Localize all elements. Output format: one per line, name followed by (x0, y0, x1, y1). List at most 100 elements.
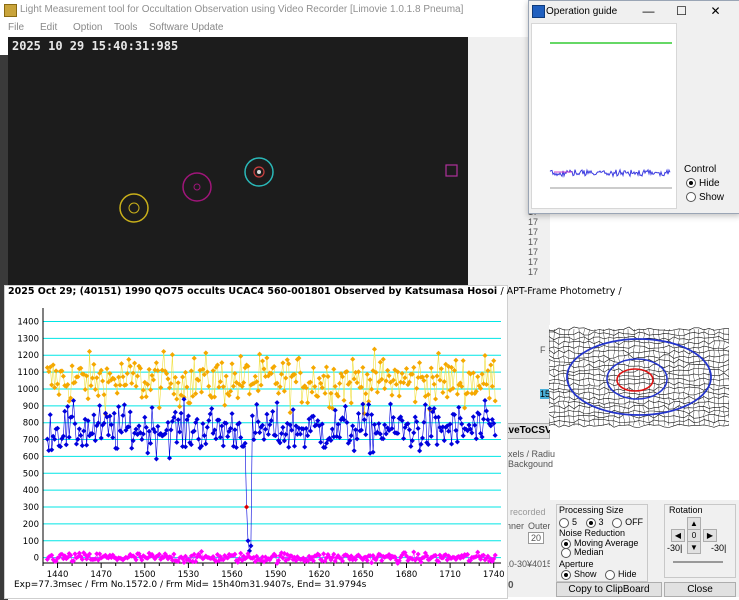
data-point (69, 363, 75, 369)
menu-option[interactable]: Option (73, 22, 103, 33)
menu-tools[interactable]: Tools (114, 22, 138, 33)
data-point (415, 551, 421, 557)
data-point (379, 558, 385, 564)
size-5-radio[interactable] (559, 517, 569, 528)
data-point (418, 559, 424, 565)
data-point (92, 437, 98, 444)
mesh-col (652, 328, 656, 426)
rotate-left-button[interactable]: ◀ (671, 529, 685, 542)
data-point (418, 441, 424, 447)
data-point (198, 389, 205, 395)
guide-maximize-button[interactable]: ☐ (676, 4, 687, 18)
size-3-radio[interactable] (585, 517, 596, 528)
data-point (88, 383, 94, 389)
rotation-slider-track[interactable] (673, 561, 723, 563)
data-point (412, 414, 418, 420)
data-point (201, 433, 207, 439)
radio-show-icon[interactable] (686, 192, 696, 203)
menu-edit[interactable]: Edit (40, 22, 58, 33)
processing-size-options: 5 3 OFF (559, 517, 643, 528)
y-tick-label: 400 (23, 486, 39, 496)
data-point (200, 421, 206, 427)
data-point (385, 367, 391, 373)
aperture-hide-radio[interactable] (605, 569, 616, 580)
data-point (66, 434, 72, 440)
aperture-ring-cyan (244, 157, 274, 187)
aperture-show-radio[interactable] (561, 569, 571, 580)
side-list-item: 17 (528, 257, 539, 267)
control-hide-option[interactable]: Hide (686, 178, 724, 189)
data-point (130, 370, 136, 376)
x-tick-label: 1590 (265, 570, 287, 580)
data-point (475, 374, 481, 380)
data-point (133, 557, 139, 563)
menu-file[interactable]: File (8, 22, 25, 33)
data-point (145, 381, 151, 388)
data-point (228, 388, 234, 394)
rotation-group: Rotation ▲ ◀ 0 ▶ ▼ -30| -30| (664, 504, 736, 578)
data-point (451, 412, 458, 418)
data-point (344, 369, 350, 375)
size-off-radio[interactable] (612, 517, 623, 528)
aperture-core-red (253, 166, 265, 178)
rotate-down-button[interactable]: ▼ (687, 541, 701, 554)
guide-close-button[interactable]: ✕ (710, 4, 721, 18)
data-point (182, 369, 189, 375)
data-point (169, 418, 175, 424)
data-point (55, 425, 61, 431)
data-point (398, 414, 404, 420)
data-point (120, 374, 126, 380)
data-point (78, 432, 84, 438)
contour-inner-blue (606, 358, 668, 400)
radio-hide-icon[interactable] (686, 178, 696, 189)
guide-canvas (531, 23, 677, 209)
data-point (370, 449, 376, 455)
data-point (229, 411, 235, 417)
data-point (95, 393, 101, 399)
median-label: Median (574, 547, 604, 557)
target-star (257, 170, 261, 174)
data-point (435, 559, 442, 565)
data-point (347, 438, 353, 444)
data-point (278, 371, 285, 377)
data-point (117, 382, 123, 388)
data-point (198, 548, 205, 555)
video-frame[interactable] (8, 37, 468, 285)
data-point (454, 439, 460, 445)
data-point (428, 433, 434, 439)
median-radio[interactable] (561, 547, 571, 558)
data-point (239, 383, 245, 389)
control-show-option[interactable]: Show (686, 192, 724, 203)
mesh-col (592, 328, 596, 426)
data-point (146, 366, 152, 372)
data-point (403, 553, 410, 559)
data-point (162, 431, 168, 437)
data-point (369, 560, 375, 566)
guide-minimize-button[interactable]: — (642, 4, 655, 18)
x-tick-label: 1680 (396, 570, 418, 580)
menu-software-update[interactable]: Software Update (149, 22, 224, 33)
data-point (258, 382, 264, 388)
data-point (180, 374, 186, 380)
close-button[interactable]: Close (664, 582, 736, 597)
data-point (143, 394, 149, 400)
data-point (431, 381, 437, 387)
data-point (174, 396, 180, 402)
data-point (65, 403, 71, 410)
copy-to-clipboard-button[interactable]: Copy to ClipBoard (556, 582, 662, 597)
x-tick-label: 1740 (483, 570, 505, 580)
median-option[interactable]: Median (561, 547, 604, 558)
data-point (415, 425, 421, 431)
bottom-value: 0 (508, 580, 514, 591)
save-to-csv-button[interactable]: aveToCSV (502, 423, 552, 439)
mesh-col (677, 328, 681, 426)
mesh-col (722, 328, 726, 426)
inner-value-field[interactable]: 20 (528, 532, 545, 544)
data-point (287, 422, 293, 428)
data-point (427, 405, 433, 412)
mesh-row (548, 359, 730, 364)
rotate-right-button[interactable]: ▶ (703, 529, 717, 542)
contour-plot (547, 326, 731, 428)
mesh-col (562, 328, 566, 426)
data-point (361, 417, 367, 423)
